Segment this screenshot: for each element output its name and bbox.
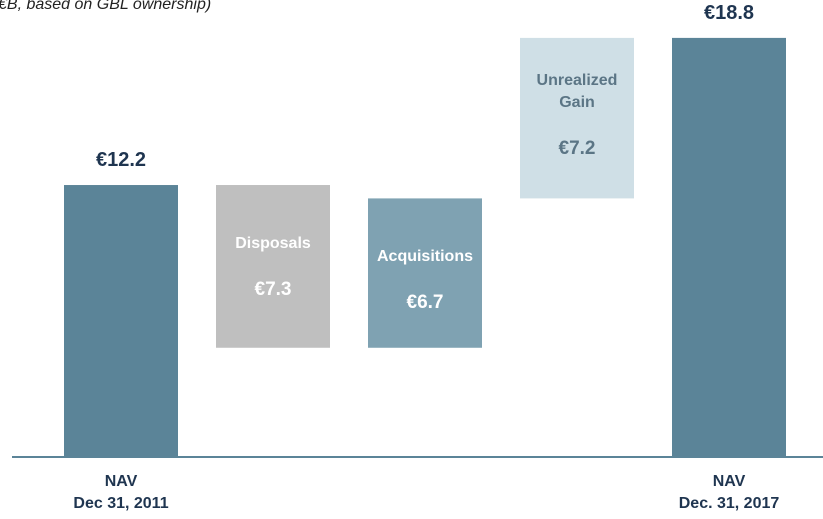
bar (368, 198, 482, 348)
bar (520, 37, 634, 199)
value-label: €7.2 (558, 137, 596, 159)
subtitle: €B, based on GBL ownership) (0, 0, 212, 13)
category-label: NAV Dec 31, 2011 (73, 473, 169, 512)
category-label: Unrealized Gain (536, 71, 618, 111)
category-label: Disposals (235, 235, 311, 253)
bar (216, 185, 330, 348)
category-label: NAV Dec. 31, 2017 (678, 473, 780, 512)
value-label: €12.2 (95, 149, 147, 172)
value-label: €7.3 (254, 279, 292, 301)
value-label: €6.7 (406, 292, 444, 314)
bar (64, 185, 178, 457)
bar (672, 37, 786, 458)
value-label: €18.8 (703, 1, 755, 24)
category-label: Acquisitions (376, 248, 473, 266)
